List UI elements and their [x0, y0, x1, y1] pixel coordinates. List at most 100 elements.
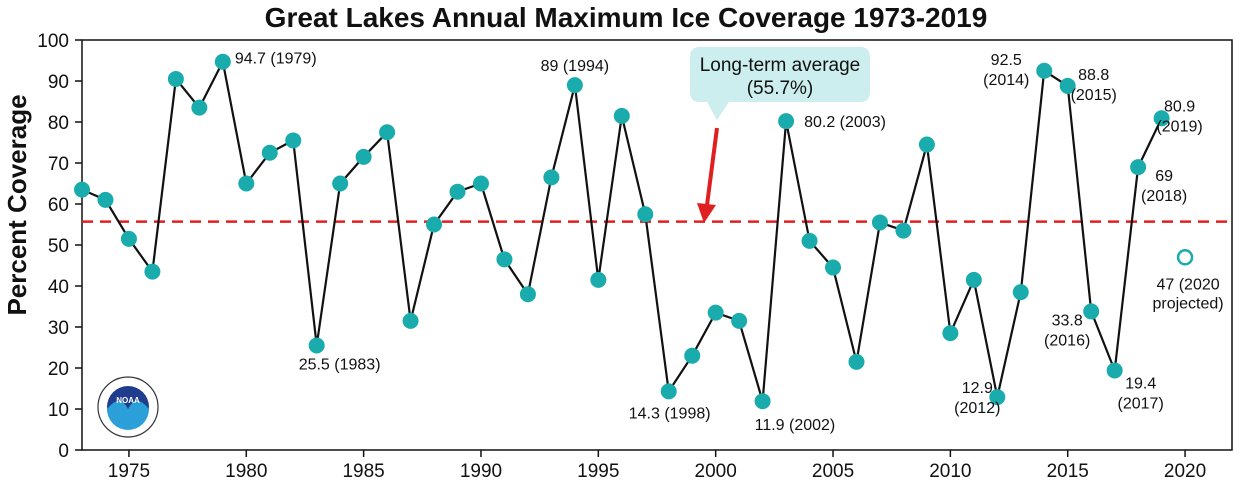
data-point	[379, 124, 396, 141]
data-point	[97, 191, 114, 208]
y-tick-label: 90	[48, 72, 69, 93]
x-tick-label: 2015	[1047, 461, 1089, 482]
data-label: (2015)	[1071, 87, 1117, 104]
y-tick-label: 0	[58, 441, 69, 462]
data-point	[871, 214, 888, 231]
data-point	[942, 325, 959, 342]
x-tick-label: 1985	[342, 461, 384, 482]
callout-box	[690, 47, 870, 120]
data-label: (2017)	[1118, 395, 1164, 412]
noaa-logo: NOAA	[97, 376, 159, 438]
data-point	[74, 181, 90, 198]
data-point	[402, 312, 419, 329]
data-point	[566, 77, 583, 94]
data-point	[895, 222, 912, 239]
data-label: 14.3 (1998)	[629, 405, 711, 422]
data-label: 92.5	[991, 52, 1022, 69]
x-tick-label: 2005	[812, 461, 854, 482]
data-point	[214, 53, 231, 70]
y-tick-label: 100	[37, 31, 69, 52]
y-tick-label: 50	[48, 236, 69, 257]
data-labels-group: 94.7 (1979) 25.5 (1983) 89 (1994) 14.3 (199…	[235, 51, 1224, 434]
data-point	[191, 99, 208, 116]
data-point	[332, 175, 349, 192]
x-tick-label: 2020	[1164, 461, 1206, 482]
data-point	[496, 251, 513, 268]
x-tick-label: 1980	[225, 461, 267, 482]
data-point	[519, 286, 536, 303]
data-point	[778, 113, 795, 130]
projected-point	[1176, 249, 1194, 266]
data-point	[801, 232, 818, 249]
data-label: (2012)	[954, 400, 1000, 417]
logo-text: NOAA	[116, 396, 140, 405]
data-point	[449, 183, 466, 200]
data-label: (2019)	[1156, 118, 1202, 135]
data-label: 89 (1994)	[541, 58, 610, 75]
y-tick-label: 80	[48, 113, 69, 134]
y-tick-label: 40	[48, 277, 69, 298]
average-arrow-head	[697, 203, 716, 223]
data-point	[660, 383, 677, 400]
data-label: 25.5 (1983)	[299, 356, 381, 373]
y-tick-label: 30	[48, 318, 69, 339]
data-label: projected)	[1152, 295, 1223, 312]
average-callout: Long-term average(55.7%)	[690, 47, 870, 223]
data-point	[825, 259, 842, 276]
y-tick-label: 60	[48, 195, 69, 216]
callout-line-1: Long-term average	[700, 55, 861, 76]
data-label: 19.4	[1125, 375, 1156, 392]
data-point	[285, 132, 302, 149]
data-point	[848, 353, 865, 370]
callout-line-2: (55.7%)	[747, 78, 814, 99]
x-tick-label: 1975	[108, 461, 150, 482]
data-label: (2018)	[1141, 188, 1187, 205]
data-label: 11.9 (2002)	[755, 417, 836, 434]
data-point	[707, 304, 724, 321]
data-point	[1059, 77, 1076, 94]
logo-wave	[107, 401, 149, 430]
data-point	[1106, 362, 1123, 379]
data-label: 94.7 (1979)	[235, 51, 317, 68]
x-tick-label: 1995	[577, 461, 619, 482]
data-point	[684, 347, 701, 364]
data-point	[144, 263, 161, 280]
data-point	[918, 136, 935, 153]
data-point	[590, 271, 607, 288]
plot-frame	[81, 39, 1233, 451]
data-point	[1012, 284, 1029, 301]
data-point	[731, 312, 748, 329]
data-point	[543, 169, 560, 186]
y-tick-label: 70	[48, 154, 69, 175]
data-point	[426, 216, 443, 233]
x-tick-label: 2000	[695, 461, 737, 482]
y-axis-label: Percent Coverage	[2, 94, 32, 315]
data-point	[754, 393, 771, 410]
data-label: 80.9	[1164, 98, 1195, 115]
data-point	[238, 175, 255, 192]
data-point	[1130, 159, 1147, 176]
data-point	[261, 144, 278, 161]
data-point	[1083, 303, 1100, 320]
data-point	[167, 70, 184, 87]
data-point	[613, 107, 630, 124]
data-point	[120, 230, 137, 247]
data-point	[472, 175, 489, 192]
data-label: 88.8	[1078, 67, 1109, 84]
data-point	[308, 337, 325, 354]
y-tick-label: 20	[48, 359, 69, 380]
data-point	[1036, 62, 1053, 79]
data-label: 12.9	[962, 380, 993, 397]
data-label: 80.2 (2003)	[804, 114, 886, 131]
data-label: 33.8	[1052, 312, 1083, 329]
data-point	[965, 271, 982, 288]
data-point	[637, 206, 654, 223]
data-label: 47 (2020	[1156, 276, 1219, 293]
y-tick-label: 10	[48, 400, 69, 421]
average-arrow-shaft	[705, 127, 719, 206]
axes: 0 10 20 30 40 50 60 70 80 90 100 1975 1980 1985 1990 19…	[37, 31, 1233, 482]
data-point	[989, 389, 1006, 406]
data-label: (2014)	[983, 72, 1029, 89]
x-tick-label: 1990	[460, 461, 502, 482]
